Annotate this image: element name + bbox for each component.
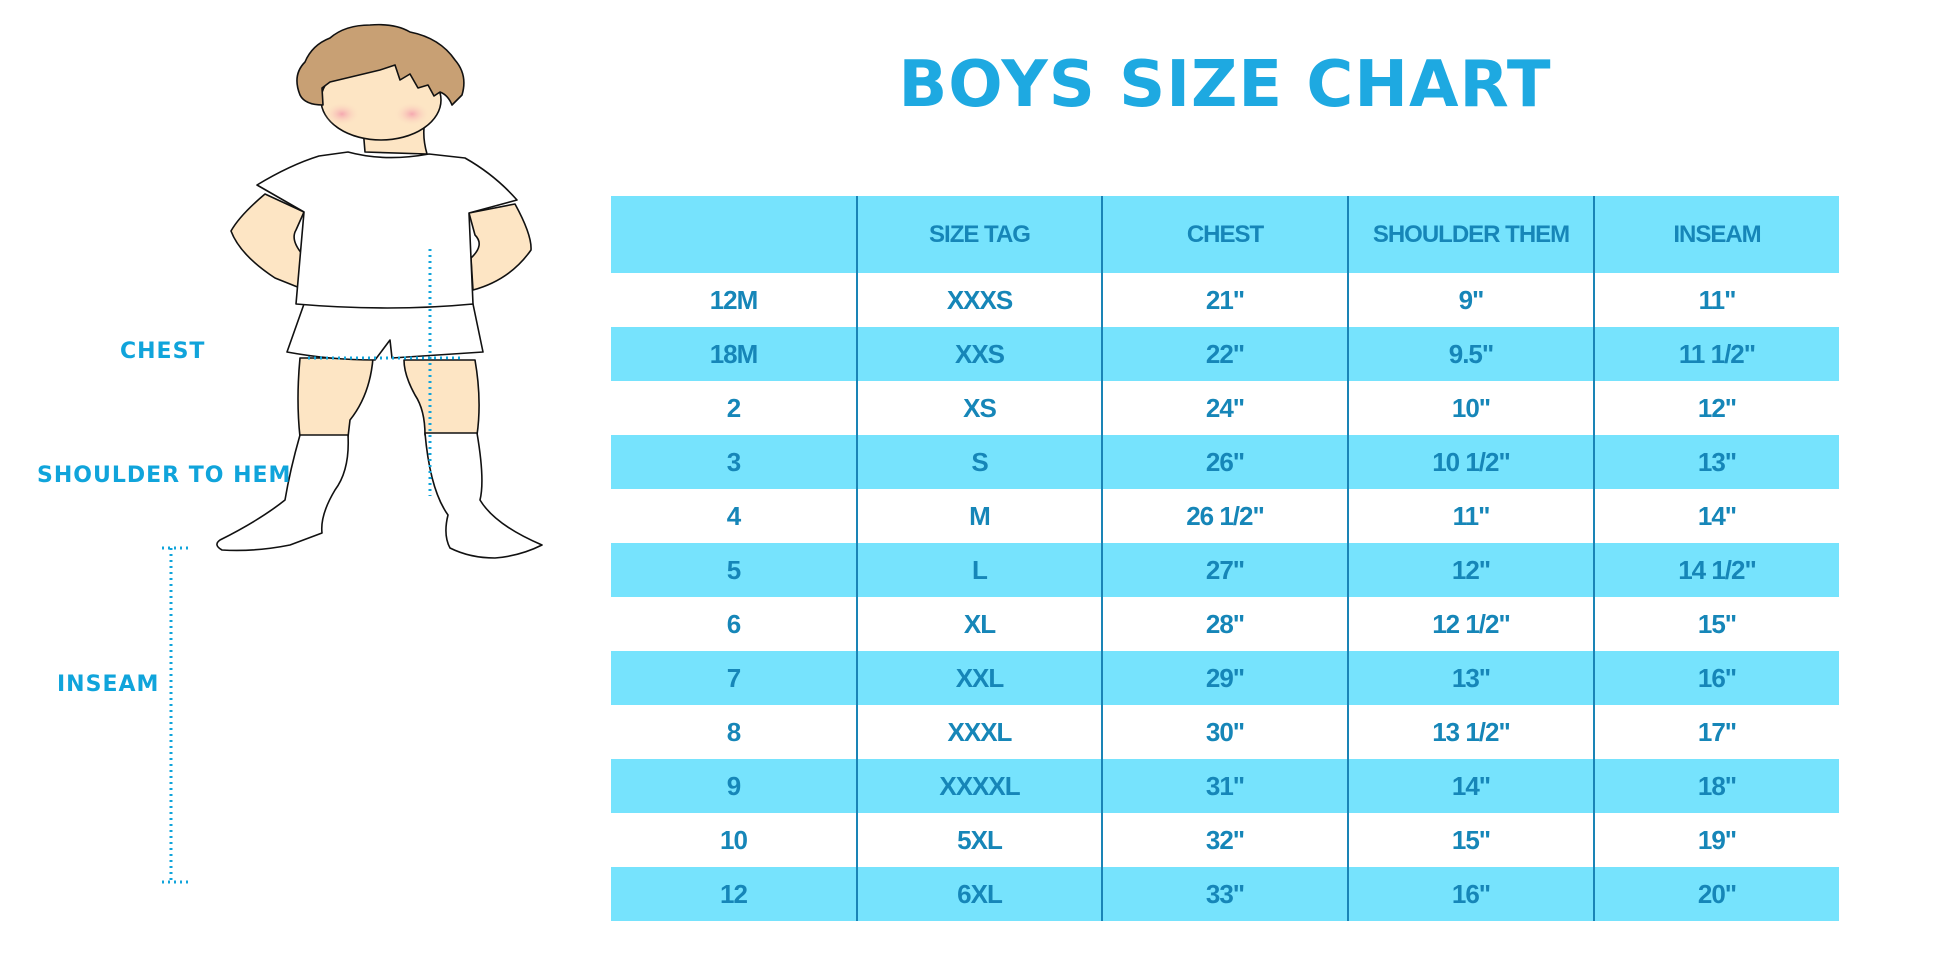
table-cell: 15"	[1347, 813, 1594, 867]
page-title: BOYS SIZE CHART	[898, 48, 1552, 122]
shirt	[256, 151, 518, 309]
table-cell: L	[856, 543, 1102, 597]
shoulder-to-hem-label: SHOULDER TO HEM	[37, 463, 292, 488]
table-cell: 12"	[1347, 543, 1594, 597]
table-cell: 12"	[1593, 381, 1839, 435]
table-row: 12 6XL 33" 16" 20"	[611, 867, 1839, 921]
table-cell: 3	[611, 435, 857, 489]
table-cell: 12M	[709, 284, 759, 315]
table-row: 12M XXXS 21" 9" 11"	[611, 273, 1839, 327]
table-row: 4 M 26 1/2" 11" 14"	[611, 489, 1839, 543]
table-cell: 2	[726, 392, 741, 423]
table-cell: 10"	[1347, 381, 1594, 435]
table-cell: 9"	[1347, 273, 1594, 327]
left-leg	[297, 357, 374, 438]
table-row: 5 L 27" 12" 14 1/2"	[611, 543, 1839, 597]
column-header	[611, 196, 857, 273]
boy-illustration	[162, 23, 543, 884]
table-cell: 7	[611, 651, 857, 705]
chest-label: CHEST	[120, 339, 206, 364]
table-cell: 9	[611, 759, 857, 813]
column-header: SIZE TAG	[856, 196, 1102, 273]
table-cell: 16"	[1347, 867, 1594, 921]
table-cell: XXXL	[856, 705, 1102, 759]
table-row: 10 5XL 32" 15" 19"	[611, 813, 1839, 867]
table-cell: 26"	[1101, 435, 1348, 489]
table-cell: 28"	[1101, 597, 1348, 651]
table-cell: 13"	[1347, 651, 1594, 705]
size-chart-table: SIZE TAG CHEST SHOULDER THEM INSEAM 12M XXXS…	[611, 196, 1839, 921]
table-cell: 6XL	[856, 867, 1102, 921]
table-cell: S	[856, 435, 1102, 489]
column-header: CHEST	[1101, 196, 1348, 273]
table-cell: 4	[726, 500, 741, 531]
right-leg	[403, 359, 480, 436]
table-cell: 11"	[1347, 489, 1594, 543]
table-cell: XXL	[856, 651, 1102, 705]
table-cell: 33"	[1101, 867, 1348, 921]
table-cell: 14"	[1347, 759, 1594, 813]
left-sock	[216, 434, 350, 552]
table-cell: 12 1/2"	[1347, 597, 1594, 651]
table-row: 8 XXXL 30" 13 1/2" 17"	[611, 705, 1839, 759]
hair	[296, 23, 465, 106]
table-cell: 18M	[611, 327, 857, 381]
table-cell: 12	[611, 867, 857, 921]
table-cell: 16"	[1593, 651, 1839, 705]
column-header: INSEAM	[1593, 196, 1839, 273]
table-cell: 26 1/2"	[1101, 489, 1348, 543]
table-cell: M	[856, 489, 1102, 543]
table-row: 18M XXS 22" 9.5" 11 1/2"	[611, 327, 1839, 381]
table-cell: 11 1/2"	[1593, 327, 1839, 381]
table-cell: 14"	[1593, 489, 1839, 543]
table-cell: 10 1/2"	[1347, 435, 1594, 489]
table-cell: 6	[726, 608, 741, 639]
table-cell: 13"	[1593, 435, 1839, 489]
table-cell: 21"	[1101, 273, 1348, 327]
table-header-row: SIZE TAG CHEST SHOULDER THEM INSEAM	[611, 196, 1839, 273]
table-cell: 9.5"	[1347, 327, 1594, 381]
table-cell: 29"	[1101, 651, 1348, 705]
table-cell: XL	[856, 597, 1102, 651]
table-row: 3 S 26" 10 1/2" 13"	[611, 435, 1839, 489]
table-cell: 5	[611, 543, 857, 597]
table-cell: 31"	[1101, 759, 1348, 813]
table-cell: 8	[726, 716, 741, 747]
right-arm	[468, 203, 532, 291]
table-cell: 13 1/2"	[1347, 705, 1594, 759]
inseam-label: INSEAM	[57, 672, 160, 697]
table-cell: 15"	[1593, 597, 1839, 651]
table-cell: XS	[856, 381, 1102, 435]
table-cell: 32"	[1101, 813, 1348, 867]
right-sock	[424, 432, 543, 559]
table-cell: 24"	[1101, 381, 1348, 435]
table-cell: XXXS	[856, 273, 1102, 327]
table-cell: 27"	[1101, 543, 1348, 597]
table-cell: 11"	[1593, 273, 1839, 327]
table-cell: 10	[720, 824, 748, 855]
table-cell: 30"	[1101, 705, 1348, 759]
table-row: 6 XL 28" 12 1/2" 15"	[611, 597, 1839, 651]
shorts	[286, 303, 484, 361]
table-cell: 14 1/2"	[1593, 543, 1839, 597]
table-cell: 22"	[1101, 327, 1348, 381]
table-cell: XXXXL	[856, 759, 1102, 813]
table-cell: 19"	[1593, 813, 1839, 867]
left-arm	[230, 193, 305, 289]
table-row: 7 XXL 29" 13" 16"	[611, 651, 1839, 705]
table-row: 9 XXXXL 31" 14" 18"	[611, 759, 1839, 813]
table-row: 2 XS 24" 10" 12"	[611, 381, 1839, 435]
table-cell: 18"	[1593, 759, 1839, 813]
column-header: SHOULDER THEM	[1347, 196, 1594, 273]
table-cell: 5XL	[856, 813, 1102, 867]
table-cell: 17"	[1593, 705, 1839, 759]
table-cell: XXS	[856, 327, 1102, 381]
table-cell: 20"	[1593, 867, 1839, 921]
